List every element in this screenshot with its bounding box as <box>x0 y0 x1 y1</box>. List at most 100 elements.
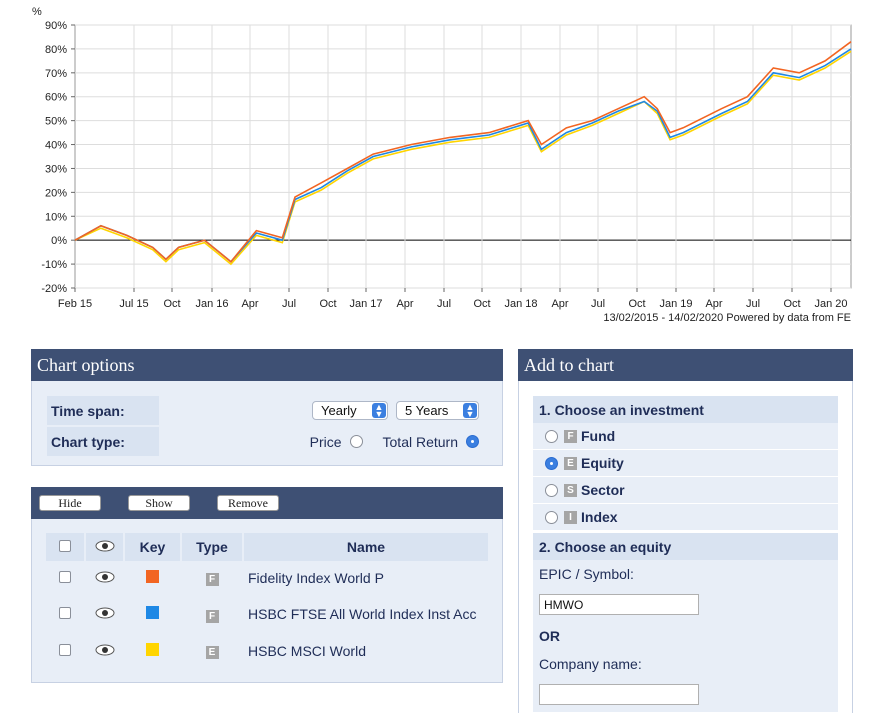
time-span-select[interactable]: Yearly ▲ ▼ <box>312 401 388 420</box>
type-badge: F <box>205 573 219 586</box>
price-radio[interactable] <box>349 435 363 448</box>
equity-type-icon: E <box>564 456 577 470</box>
index-radio[interactable] <box>545 510 558 524</box>
remove-button[interactable]: Remove <box>217 495 279 511</box>
fund-radio[interactable] <box>545 429 558 443</box>
performance-chart: 90% 80% 70% 60% 50% 40% 30% 20% 10% 0% -10% -20%% Fe… <box>0 0 875 330</box>
y-tick-label: -20% <box>41 283 67 295</box>
y-tick-label: 30% <box>45 163 67 175</box>
duration-select[interactable]: 5 Years ▲ ▼ <box>396 401 479 420</box>
index-label: Index <box>581 509 618 525</box>
series-name: HSBC MSCI World <box>244 636 488 665</box>
series-table: Key Type Name F Fidelity Index World P F… <box>44 531 490 667</box>
x-tick-label: Jul <box>437 298 451 310</box>
row-checkbox[interactable] <box>59 607 71 619</box>
plot-area <box>74 24 852 289</box>
y-tick-label: 50% <box>45 116 67 128</box>
index-type-icon: I <box>564 510 577 524</box>
investment-option-index[interactable]: I Index <box>533 504 838 531</box>
chart-type-label: Chart type: <box>47 427 159 456</box>
type-header: Type <box>182 533 242 561</box>
chart-type-row: Chart type: Price Total Return <box>47 427 487 456</box>
x-tick-label: Jan 19 <box>659 298 692 310</box>
investment-option-sector[interactable]: S Sector <box>533 477 838 504</box>
y-tick-label: 80% <box>45 44 67 56</box>
table-row: F Fidelity Index World P <box>46 563 488 592</box>
x-tick-label: Oct <box>628 298 645 310</box>
fund-type-icon: F <box>564 429 577 443</box>
or-label: OR <box>533 622 838 650</box>
x-tick-label: Jan 16 <box>195 298 228 310</box>
total-return-radio[interactable] <box>466 435 479 448</box>
series-name: Fidelity Index World P <box>244 563 488 592</box>
x-tick-label: Oct <box>473 298 490 310</box>
step2-heading: 2. Choose an equity <box>533 533 838 560</box>
add-to-chart-title: Add to chart <box>518 349 853 381</box>
chart-svg: 90% 80% 70% 60% 50% 40% 30% 20% 10% 0% -10% -20%% Fe… <box>32 6 852 324</box>
x-tick-label: Oct <box>783 298 800 310</box>
table-row: F HSBC FTSE All World Index Inst Acc <box>46 594 488 634</box>
equity-label: Equity <box>581 455 624 471</box>
chart-footer: 13/02/2015 - 14/02/2020 Powered by data … <box>603 312 851 324</box>
sector-type-icon: S <box>564 483 577 497</box>
series-name: HSBC FTSE All World Index Inst Acc <box>244 594 488 634</box>
x-tick-label: Jan 20 <box>814 298 847 310</box>
series-line-1 <box>74 41 852 263</box>
table-row: E HSBC MSCI World <box>46 636 488 665</box>
sector-radio[interactable] <box>545 483 558 497</box>
key-swatch <box>146 642 159 656</box>
y-tick-label: 10% <box>45 211 67 223</box>
visibility-header <box>86 533 123 561</box>
x-tick-label: Feb 15 <box>58 298 92 310</box>
step1-heading: 1. Choose an investment <box>533 396 838 423</box>
investment-option-fund[interactable]: F Fund <box>533 423 838 450</box>
x-tick-label: Apr <box>551 298 568 310</box>
y-tick-label: 0% <box>51 235 67 247</box>
total-return-label: Total Return <box>382 433 458 450</box>
sector-label: Sector <box>581 482 625 498</box>
investment-option-equity[interactable]: E Equity <box>533 450 838 477</box>
series-header-row: Key Type Name <box>46 533 488 561</box>
eye-icon[interactable] <box>95 571 115 583</box>
time-span-label: Time span: <box>47 396 159 425</box>
fund-label: Fund <box>581 428 616 444</box>
eye-icon[interactable] <box>95 607 115 619</box>
chart-options-title: Chart options <box>31 349 503 381</box>
x-tick-label: Jan 18 <box>504 298 537 310</box>
eye-icon <box>95 540 114 552</box>
x-tick-label: Apr <box>396 298 413 310</box>
show-button[interactable]: Show <box>128 495 190 511</box>
x-tick-label: Jul 15 <box>119 298 148 310</box>
key-swatch <box>146 606 159 619</box>
y-tick-label: 20% <box>45 187 67 199</box>
x-tick-label: Jan 17 <box>349 298 382 310</box>
eye-icon[interactable] <box>95 644 115 656</box>
row-checkbox[interactable] <box>59 570 71 583</box>
price-label: Price <box>309 433 342 450</box>
chart-options-panel: Chart options Time span: Yearly ▲ ▼ 5 Yea… <box>31 349 503 466</box>
x-tick-label: Oct <box>163 298 180 310</box>
x-tick-label: Apr <box>705 298 722 310</box>
x-tick-label: Oct <box>319 298 336 310</box>
y-tick-label: 70% <box>45 68 67 80</box>
select-all-checkbox[interactable] <box>59 540 71 552</box>
key-swatch <box>146 569 159 583</box>
y-tick-label: 40% <box>45 140 67 152</box>
duration-value: 5 Years <box>405 403 449 418</box>
select-caret-icon: ▲ ▼ <box>372 403 386 419</box>
key-header: Key <box>125 533 180 561</box>
series-line-3 <box>74 50 852 266</box>
y-tick-label: 90% <box>45 20 67 32</box>
x-tick-label: Jul <box>282 298 296 310</box>
select-caret-icon: ▲ ▼ <box>463 403 477 419</box>
row-checkbox[interactable] <box>59 643 71 656</box>
select-all-cell <box>46 533 84 561</box>
company-name-input[interactable] <box>539 684 699 705</box>
equity-radio[interactable] <box>545 456 558 470</box>
type-badge: E <box>205 646 219 659</box>
hide-button[interactable]: Hide <box>39 495 101 511</box>
epic-input[interactable]: HMWO <box>539 594 699 615</box>
x-tick-label: Jul <box>746 298 760 310</box>
add-to-chart-panel: Add to chart 1. Choose an investment F F… <box>518 349 853 713</box>
series-toolbar: Hide Show Remove <box>31 487 503 519</box>
